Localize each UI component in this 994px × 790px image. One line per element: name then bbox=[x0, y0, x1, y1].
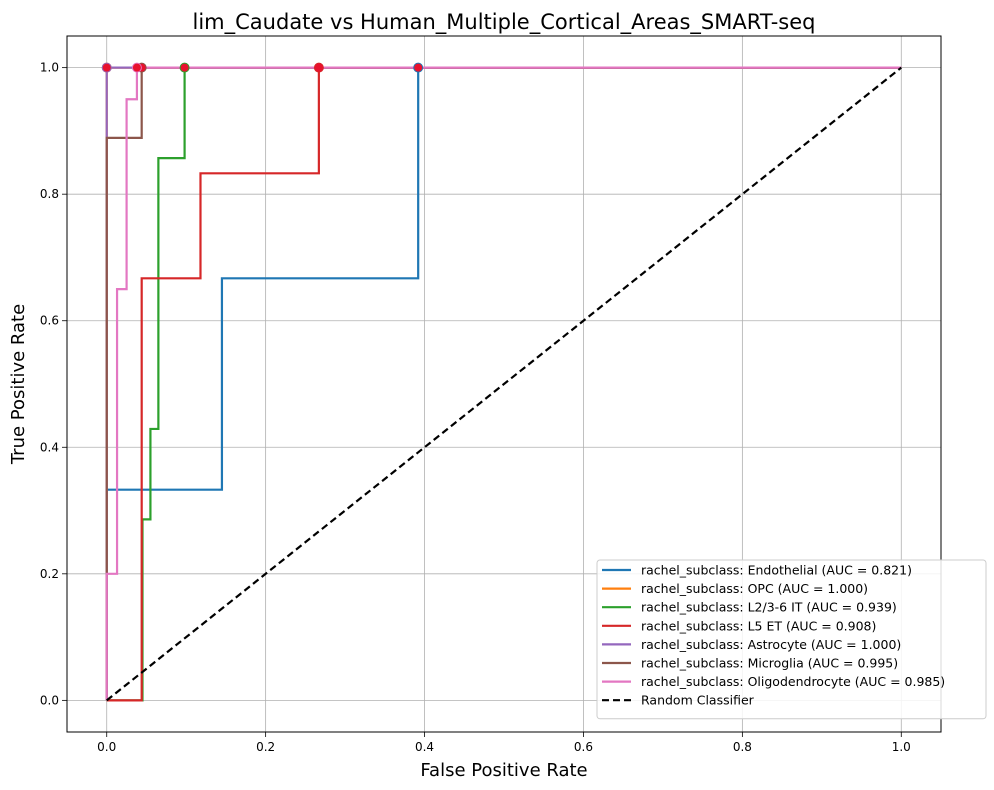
plot-frame bbox=[66, 35, 942, 733]
x-tick-label: 0.4 bbox=[415, 740, 434, 754]
legend-label: rachel_subclass: L2/3-6 IT (AUC = 0.939) bbox=[641, 600, 897, 615]
legend: rachel_subclass: Endothelial (AUC = 0.82… bbox=[596, 559, 987, 720]
x-axis-title: False Positive Rate bbox=[420, 760, 587, 781]
plot-content bbox=[101, 62, 902, 702]
legend-label: rachel_subclass: L5 ET (AUC = 0.908) bbox=[641, 618, 876, 633]
x-tick-label: 0.2 bbox=[256, 740, 275, 754]
optimal-point-marker-2 bbox=[179, 62, 190, 73]
legend-label: rachel_subclass: Microglia (AUC = 0.995) bbox=[641, 656, 898, 671]
legend-label: rachel_subclass: Astrocyte (AUC = 1.000) bbox=[641, 637, 901, 652]
y-tick-label: 0.8 bbox=[40, 187, 59, 201]
y-axis-title: True Positive Rate bbox=[8, 304, 29, 465]
chart-title: lim_Caudate vs Human_Multiple_Cortical_A… bbox=[193, 10, 816, 35]
legend-label: rachel_subclass: OPC (AUC = 1.000) bbox=[641, 581, 868, 596]
y-tick-label: 0.6 bbox=[40, 314, 59, 328]
random-classifier-line bbox=[106, 66, 902, 702]
x-tick-label: 0.0 bbox=[97, 740, 116, 754]
legend-box bbox=[596, 559, 987, 720]
legend-label: rachel_subclass: Oligodendrocyte (AUC = … bbox=[641, 674, 945, 689]
roc-curve-series-3 bbox=[106, 66, 902, 702]
y-tick-label: 1.0 bbox=[40, 61, 59, 75]
x-tick-label: 0.8 bbox=[733, 740, 752, 754]
axis-ticks: 0.0 0.2 0.4 0.6 0.8 1.0 0.0 0.2 0.4 0.6 0.8 1.0 bbox=[40, 61, 911, 754]
grid-lines bbox=[67, 36, 941, 732]
y-tick-label: 0.4 bbox=[40, 440, 59, 454]
roc-curve-series-6 bbox=[105, 66, 902, 701]
legend-label: Random Classifier bbox=[641, 693, 755, 708]
y-tick-label: 0.2 bbox=[40, 567, 59, 581]
legend-label: rachel_subclass: Endothelial (AUC = 0.82… bbox=[641, 563, 912, 578]
optimal-point-marker-0 bbox=[413, 62, 424, 73]
x-tick-label: 0.6 bbox=[574, 740, 593, 754]
y-tick-label: 0.0 bbox=[40, 693, 59, 707]
x-tick-label: 1.0 bbox=[892, 740, 911, 754]
optimal-point-marker-6 bbox=[131, 62, 142, 73]
optimal-point-marker-4 bbox=[101, 62, 112, 73]
optimal-point-marker-3 bbox=[313, 62, 324, 73]
